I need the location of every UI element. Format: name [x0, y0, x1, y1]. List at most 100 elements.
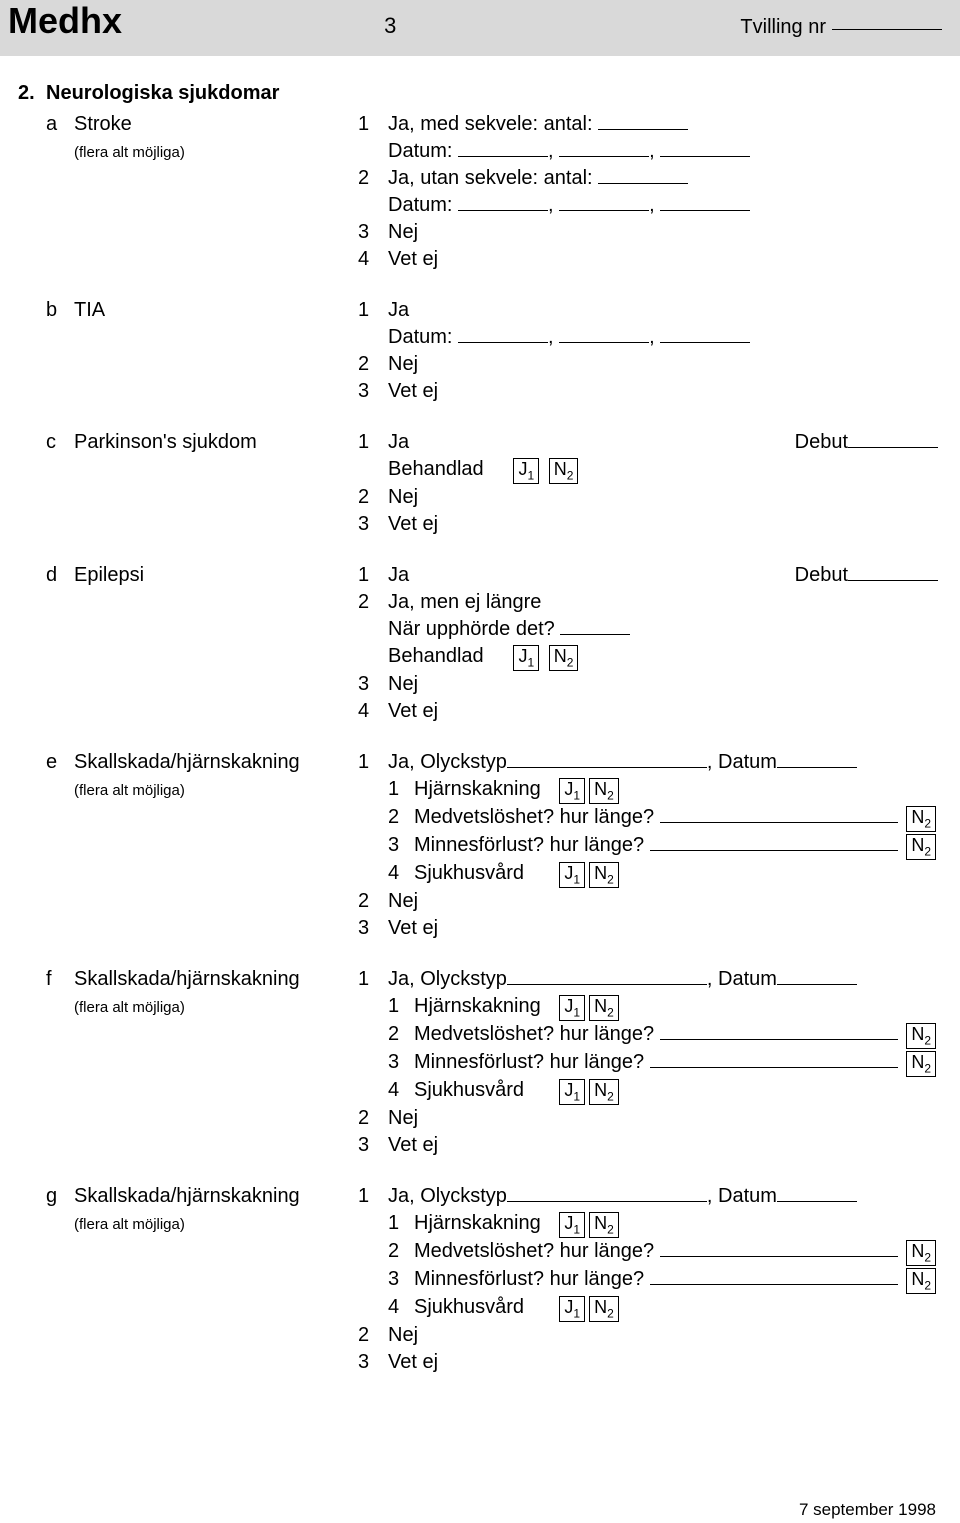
sub-option-number: 4	[388, 1077, 414, 1104]
date-blank[interactable]	[559, 342, 649, 343]
n2-box[interactable]: N2	[906, 834, 936, 860]
duration-blank[interactable]	[650, 1284, 898, 1285]
item-letter: a	[18, 111, 74, 138]
section-number: 2.	[18, 80, 46, 107]
item-letter: f	[18, 966, 74, 993]
footer-date: 7 september 1998	[0, 1500, 960, 1520]
sub-option-text: Medvetslöshet? hur länge?	[414, 1238, 654, 1265]
n2-box[interactable]: N2	[589, 1212, 619, 1238]
sub-option-number: 3	[388, 1266, 414, 1293]
option-number: 2	[358, 484, 388, 511]
n2-box[interactable]: N2	[906, 806, 936, 832]
page-number: 3	[294, 13, 396, 39]
option-number: 3	[358, 378, 388, 405]
duration-blank[interactable]	[660, 1256, 898, 1257]
date-blank[interactable]	[458, 210, 548, 211]
option-text: Ja	[388, 299, 409, 321]
date-blank[interactable]	[660, 210, 750, 211]
option-number: 2	[358, 165, 388, 192]
multi-note: (flera alt möjliga)	[74, 144, 185, 161]
n2-box[interactable]: N2	[549, 645, 579, 671]
accident-type-blank[interactable]	[507, 767, 707, 768]
item-label: Epilepsi	[74, 564, 144, 586]
date-blank[interactable]	[458, 156, 548, 157]
option-text: Vet ej	[388, 380, 438, 402]
option-number: 2	[358, 888, 388, 915]
option-number: 3	[358, 671, 388, 698]
debut-label: Debut	[795, 429, 848, 456]
debut-blank[interactable]	[848, 580, 938, 581]
option-text: Nej	[388, 221, 418, 243]
sub-option-number: 2	[388, 804, 414, 831]
option-number: 1	[358, 111, 388, 138]
n2-box[interactable]: N2	[906, 1268, 936, 1294]
duration-blank[interactable]	[660, 1039, 898, 1040]
option-text: Ja, Olyckstyp	[388, 749, 507, 776]
option-number: 3	[358, 219, 388, 246]
n2-box[interactable]: N2	[906, 1240, 936, 1266]
debut-blank[interactable]	[848, 447, 938, 448]
multi-note: (flera alt möjliga)	[74, 1216, 185, 1233]
j1-box[interactable]: J1	[559, 1212, 585, 1238]
option-text: Nej	[388, 1324, 418, 1346]
j1-box[interactable]: J1	[559, 778, 585, 804]
n2-box[interactable]: N2	[589, 862, 619, 888]
behandlad-label: Behandlad	[388, 645, 484, 667]
sub-option-text: Medvetslöshet? hur länge?	[414, 804, 654, 831]
option-text: Ja	[388, 562, 409, 589]
n2-box[interactable]: N2	[549, 458, 579, 484]
j1-box[interactable]: J1	[513, 458, 539, 484]
date-blank[interactable]	[660, 342, 750, 343]
page-header: Medhx 3 Tvilling nr	[0, 0, 960, 56]
sub-option-number: 4	[388, 860, 414, 887]
accident-type-blank[interactable]	[507, 1201, 707, 1202]
date-blank[interactable]	[458, 342, 548, 343]
accident-type-blank[interactable]	[507, 984, 707, 985]
when-stopped-blank[interactable]	[560, 634, 630, 635]
duration-blank[interactable]	[650, 850, 898, 851]
n2-box[interactable]: N2	[589, 778, 619, 804]
n2-box[interactable]: N2	[589, 1079, 619, 1105]
duration-blank[interactable]	[660, 822, 898, 823]
count-blank[interactable]	[598, 129, 688, 130]
option-number: 2	[358, 1322, 388, 1349]
date-blank[interactable]	[559, 210, 649, 211]
item-stroke: a Stroke (flera alt möjliga) 1 Ja, med s…	[18, 111, 938, 273]
j1-box[interactable]: J1	[513, 645, 539, 671]
j1-box[interactable]: J1	[559, 1296, 585, 1322]
date-blank[interactable]	[777, 984, 857, 985]
item-label: Parkinson's sjukdom	[74, 431, 257, 453]
item-label: Skallskada/hjärnskakning	[74, 968, 300, 990]
n2-box[interactable]: N2	[589, 995, 619, 1021]
j1-box[interactable]: J1	[559, 995, 585, 1021]
item-letter: d	[18, 562, 74, 589]
n2-box[interactable]: N2	[906, 1051, 936, 1077]
sub-option-text: Minnesförlust? hur länge?	[414, 1266, 644, 1293]
n2-box[interactable]: N2	[906, 1023, 936, 1049]
item-label: Skallskada/hjärnskakning	[74, 751, 300, 773]
date-blank[interactable]	[660, 156, 750, 157]
duration-blank[interactable]	[650, 1067, 898, 1068]
item-label: TIA	[74, 299, 105, 321]
item-skallskada-e: e Skallskada/hjärnskakning (flera alt mö…	[18, 749, 938, 942]
j1-box[interactable]: J1	[559, 1079, 585, 1105]
sub-option-text: Sjukhusvård	[414, 1077, 524, 1104]
item-skallskada-f: f Skallskada/hjärnskakning (flera alt mö…	[18, 966, 938, 1159]
option-text: Ja	[388, 429, 409, 456]
sub-option-number: 1	[388, 776, 414, 803]
date-blank[interactable]	[777, 1201, 857, 1202]
n2-box[interactable]: N2	[589, 1296, 619, 1322]
j1-box[interactable]: J1	[559, 862, 585, 888]
twin-number-blank[interactable]	[832, 29, 942, 30]
option-number: 2	[358, 351, 388, 378]
datum-label: Datum:	[388, 194, 452, 216]
count-blank[interactable]	[598, 183, 688, 184]
option-number: 1	[358, 1183, 388, 1210]
option-text: Nej	[388, 890, 418, 912]
sub-option-number: 1	[388, 1210, 414, 1237]
debut-label: Debut	[795, 562, 848, 589]
date-blank[interactable]	[777, 767, 857, 768]
item-label: Skallskada/hjärnskakning	[74, 1185, 300, 1207]
datum-label: Datum:	[388, 326, 452, 348]
date-blank[interactable]	[559, 156, 649, 157]
